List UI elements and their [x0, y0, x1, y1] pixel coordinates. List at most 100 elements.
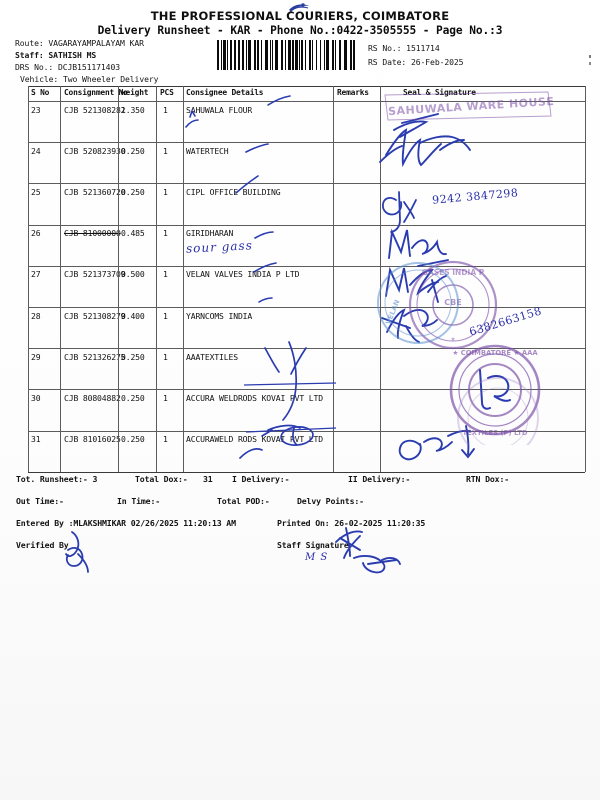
- cell-s-no: 27: [31, 269, 41, 280]
- total-dox-value: 31: [203, 474, 213, 484]
- delivery-runsheet: THE PROFESSIONAL COURIERS, COIMBATORE De…: [15, 3, 591, 574]
- col-header-seal: Seal & Signature: [403, 88, 476, 97]
- tot-runsheet-label: Tot. Runsheet:- 3: [16, 474, 98, 484]
- cell-consignee: SAHUWALA FLOUR: [186, 104, 253, 115]
- cell-pcs: 1: [163, 351, 168, 362]
- col-header-consignment-no: Consignment No: [64, 88, 128, 97]
- cell-s-no: 31: [31, 434, 41, 445]
- table-rule: [28, 307, 585, 308]
- cell-consignment-no: CJB 521373709: [64, 269, 126, 280]
- runsheet-table: S No Consignment No weight PCS Consignee…: [28, 86, 586, 473]
- cell-pcs: 1: [163, 145, 168, 156]
- handwritten-staff-initials: M S: [305, 552, 329, 563]
- route-label: Route: VAGARAYAMPALAYAM KAR: [15, 38, 144, 48]
- cell-s-no: 23: [31, 104, 41, 115]
- cell-consignee: ACCURA WELDRODS KOVAI PVT LTD: [186, 392, 323, 403]
- cell-consignee: AAATEXTILES: [186, 351, 238, 362]
- cell-s-no: 28: [31, 310, 41, 321]
- table-rule: [28, 224, 585, 226]
- col-header-pcs: PCS: [160, 88, 174, 97]
- cell-consignment-no: CJB 521360720: [64, 186, 126, 197]
- cell-consignee: CIPL OFFICE BUILDING: [186, 186, 281, 197]
- cell-consignee: WATERTECH: [186, 145, 229, 156]
- table-rule: [28, 183, 585, 185]
- i-delivery-label: I Delivery:-: [232, 474, 290, 484]
- staff-signature-label: Staff Signature: [277, 540, 349, 550]
- table-column-divider: [333, 86, 334, 472]
- col-header-consignee: Consignee Details: [186, 88, 264, 97]
- scan-speck: [589, 62, 591, 65]
- printed-on-label: Printed On: 26-02-2025 11:20:35: [277, 518, 426, 528]
- cell-consignee: VELAN VALVES INDIA P LTD: [186, 269, 300, 280]
- ii-delivery-label: II Delivery:-: [348, 474, 411, 484]
- staff-signature-ink: [335, 527, 401, 574]
- cell-consignment-no: CJB 81000000: [64, 228, 121, 239]
- verified-by-signature: [65, 531, 89, 573]
- rs-date-label: RS Date: 26-Feb-2025: [368, 57, 464, 67]
- table-rule: [28, 348, 585, 350]
- cell-consignee: YARNCOMS INDIA: [186, 310, 253, 321]
- cell-consignment-no: CJB 80804882: [64, 392, 121, 403]
- cell-s-no: 30: [31, 392, 41, 403]
- cell-consignment-no: CJB 521308282: [64, 104, 126, 115]
- table-column-divider: [380, 86, 381, 472]
- cell-consignee: ACCURAWELD RODS KOVAI PVT LTD: [186, 434, 323, 445]
- cell-s-no: 24: [31, 145, 41, 156]
- page-subtitle: Delivery Runsheet - KAR - Phone No.:0422…: [97, 24, 503, 37]
- drs-no-label: DRS No.: DCJB151171403: [15, 62, 121, 72]
- cell-s-no: 26: [31, 228, 41, 239]
- col-header-weight: weight: [121, 88, 149, 97]
- cell-weight: 0.500: [121, 269, 145, 280]
- cell-pcs: 1: [163, 310, 168, 321]
- cell-weight: 0.400: [121, 310, 145, 321]
- cell-consignment-no: CJB 521326275: [64, 351, 126, 362]
- entered-by-label: Entered By :MLAKSHMIKAR 02/26/2025 11:20…: [16, 518, 236, 528]
- table-column-divider: [156, 86, 157, 472]
- in-time-label: In Time:-: [117, 496, 161, 506]
- swoosh-logo-icon: [289, 3, 309, 13]
- cell-weight: 0.250: [121, 392, 145, 403]
- cell-pcs: 1: [163, 104, 168, 115]
- cell-s-no: 29: [31, 351, 41, 362]
- cell-s-no: 25: [31, 186, 41, 197]
- table-column-divider: [118, 86, 119, 472]
- cell-weight: 0.250: [121, 186, 145, 197]
- out-time-label: Out Time:-: [16, 496, 64, 506]
- delvy-points-label: Delvy Points:-: [297, 496, 364, 506]
- total-pod-label: Total POD:-: [217, 496, 270, 506]
- table-column-divider: [585, 86, 586, 472]
- table-rule: [28, 86, 585, 87]
- cell-weight: 0.250: [121, 434, 145, 445]
- staff-label: Staff: SATHISH MS: [15, 50, 97, 60]
- cell-pcs: 1: [163, 269, 168, 280]
- cell-weight: 0.485: [121, 228, 145, 239]
- table-column-divider: [28, 86, 29, 472]
- cell-consignment-no: CJB 81016025: [64, 434, 121, 445]
- cell-pcs: 1: [163, 186, 168, 197]
- table-rule: [28, 101, 585, 102]
- cell-consignee: GIRIDHARAN: [186, 228, 234, 239]
- cell-weight: 0.250: [121, 145, 145, 156]
- table-rule: [28, 389, 585, 391]
- page-title: THE PROFESSIONAL COURIERS, COIMBATORE: [150, 9, 450, 23]
- total-dox-label: Total Dox:-: [135, 474, 188, 484]
- col-header-s-no: S No: [31, 88, 50, 97]
- table-rule: [28, 142, 585, 144]
- vehicle-label: Vehicle: Two Wheeler Delivery: [20, 74, 159, 84]
- cell-weight: 1.350: [121, 104, 145, 115]
- table-rule: [28, 430, 585, 432]
- cell-weight: 0.250: [121, 351, 145, 362]
- table-rule: [28, 471, 585, 473]
- cell-consignment-no: CJB 521308279: [64, 310, 126, 321]
- cell-pcs: 1: [163, 228, 168, 239]
- rtn-dox-label: RTN Dox:-: [466, 474, 510, 484]
- cell-pcs: 1: [163, 434, 168, 445]
- col-header-remarks: Remarks: [337, 88, 369, 97]
- verified-by-label: Verified By: [16, 540, 69, 550]
- barcode-icon: [217, 40, 357, 70]
- cell-pcs: 1: [163, 392, 168, 403]
- table-column-divider: [60, 86, 61, 472]
- table-rule: [28, 265, 585, 267]
- cell-consignment-no: CJB 520823930: [64, 145, 126, 156]
